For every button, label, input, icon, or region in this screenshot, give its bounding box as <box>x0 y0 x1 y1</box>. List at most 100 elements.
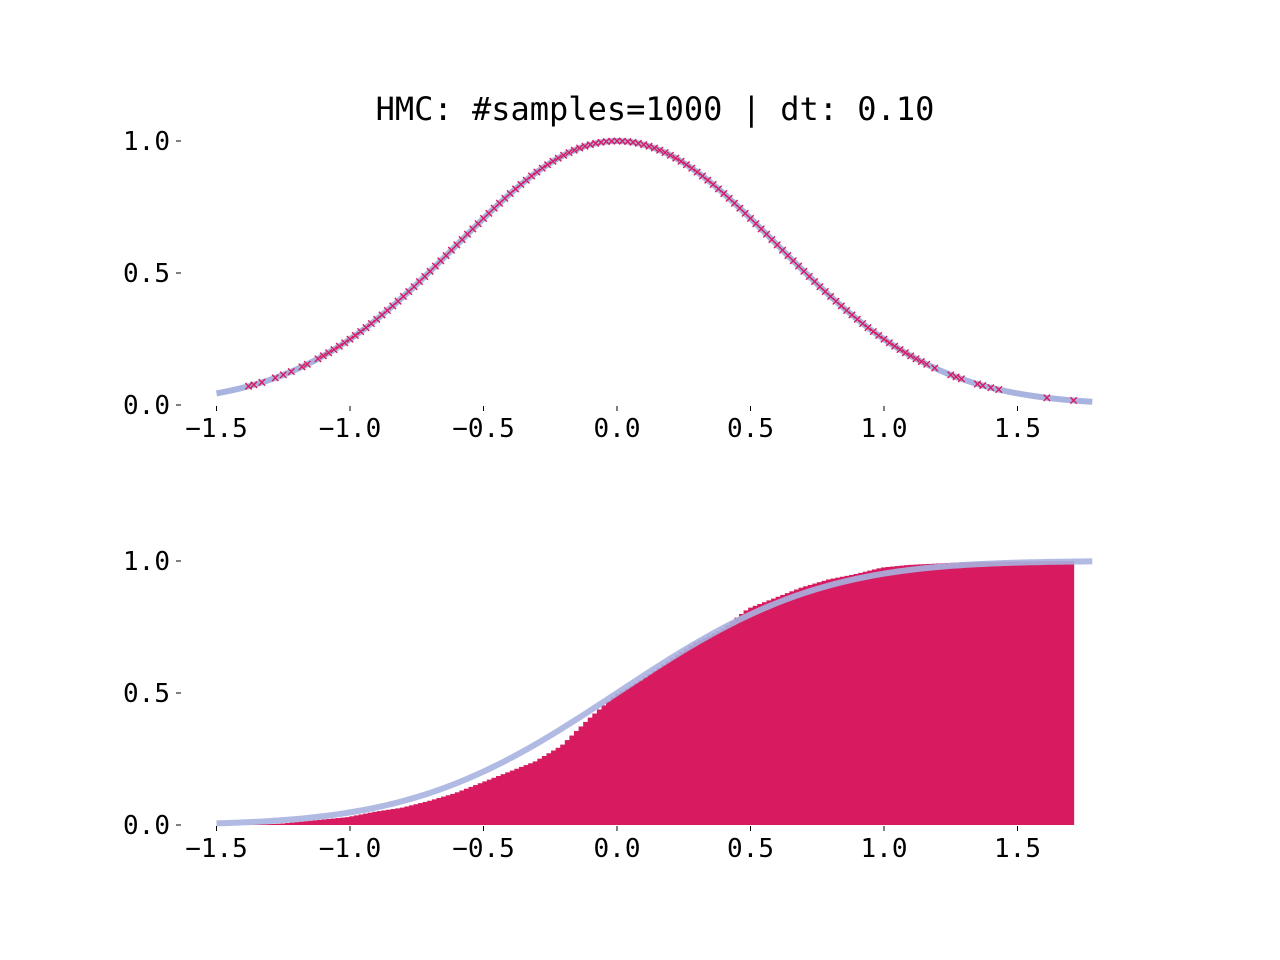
sample-point <box>575 144 584 152</box>
sample-point <box>896 345 904 354</box>
sample-point <box>373 315 381 323</box>
histogram-bar <box>404 806 410 825</box>
top-x-tick-label: 0.0 <box>594 414 641 444</box>
histogram-bar <box>335 818 341 825</box>
histogram-bar <box>505 772 511 825</box>
sample-point <box>650 144 659 152</box>
histogram-bar <box>583 721 589 825</box>
histogram-bar <box>862 571 868 825</box>
histogram-bar <box>564 740 570 825</box>
histogram-bar <box>757 604 763 825</box>
histogram-bar <box>587 717 593 825</box>
sample-point <box>931 364 939 372</box>
histogram-bar <box>780 594 786 825</box>
sample-point <box>527 172 536 180</box>
histogram-bar <box>560 744 566 825</box>
histogram-bar <box>491 777 497 825</box>
sample-point <box>538 164 546 172</box>
bottom-x-tick-label: 0.0 <box>594 834 641 864</box>
histogram-bar <box>537 758 543 825</box>
sample-point <box>586 140 594 149</box>
histogram-bar <box>523 765 529 825</box>
bottom-x-tick-label: −1.5 <box>185 834 248 864</box>
sample-point <box>303 360 311 368</box>
sample-point <box>672 154 680 162</box>
histogram-bar <box>931 563 937 825</box>
histogram-bar <box>468 786 474 825</box>
sample-point <box>517 180 525 189</box>
sample-point <box>768 235 776 244</box>
histogram-bar <box>321 819 328 825</box>
histogram-bar <box>894 566 900 825</box>
histogram-bar <box>280 823 286 825</box>
histogram-bar <box>702 638 708 825</box>
histogram-bar <box>738 614 745 825</box>
top-axes: −1.5 −1.0 −0.5 0.0 0.5 1.0 1.5 0.0 0.5 1.0 <box>123 127 1093 444</box>
histogram-bar <box>1050 561 1056 825</box>
histogram-bar <box>826 579 832 825</box>
histogram-bar <box>936 563 942 825</box>
histogram-bar <box>262 824 268 825</box>
sample-point <box>952 373 960 381</box>
sample-point <box>549 157 557 165</box>
histogram-bar <box>803 586 809 825</box>
sample-point <box>634 139 643 148</box>
sample-point <box>973 380 982 388</box>
sample-point <box>885 339 894 347</box>
histogram-bar <box>422 801 428 825</box>
sample-point <box>287 367 295 376</box>
sample-point <box>901 349 910 357</box>
sample-point <box>656 146 664 154</box>
chart-title: HMC: #samples=1000 | dt: 0.10 <box>376 90 935 128</box>
histogram-bar <box>871 569 878 825</box>
sample-point <box>351 331 360 340</box>
sample-point <box>340 339 349 347</box>
histogram-bar <box>665 661 671 825</box>
sample-point <box>330 345 338 354</box>
sample-point <box>447 246 456 254</box>
sample-point <box>522 176 530 184</box>
histogram-bar <box>496 775 502 825</box>
sample-point <box>250 381 258 389</box>
histogram-bar <box>821 580 827 825</box>
cdf-curve <box>216 558 1093 827</box>
sample-point <box>682 160 691 169</box>
histogram-bar <box>981 561 988 825</box>
sample-point <box>559 151 568 159</box>
histogram-bar <box>592 713 598 825</box>
sample-point <box>367 319 376 328</box>
histogram-bar <box>977 561 983 825</box>
histogram-bar <box>793 589 800 825</box>
histogram-bar <box>1018 561 1024 825</box>
sample-point <box>570 146 578 154</box>
top-y-tick-label: 0.0 <box>123 391 170 421</box>
histogram-bar <box>367 812 373 825</box>
histogram-bar <box>578 726 584 825</box>
histogram-bar <box>761 602 768 825</box>
sample-point <box>258 378 266 387</box>
histogram-bar <box>991 561 997 825</box>
histogram-bar <box>569 735 575 825</box>
histogram-bar <box>601 705 607 825</box>
histogram-bar <box>555 747 561 825</box>
bottom-x-tick-label: 0.5 <box>727 834 774 864</box>
histogram-bar <box>353 815 360 825</box>
sample-point <box>1043 394 1051 402</box>
histogram-bar <box>771 598 777 825</box>
histogram-bar <box>358 814 364 825</box>
bottom-y-tick-label: 0.5 <box>123 679 170 709</box>
histogram-bar <box>926 563 933 825</box>
histogram-bar <box>427 800 433 825</box>
sample-point <box>923 360 931 368</box>
histogram-bar <box>766 600 772 825</box>
sample-point <box>324 349 333 357</box>
sample-point <box>666 151 675 159</box>
histogram-bar <box>289 822 295 825</box>
histogram-bar <box>954 562 960 825</box>
histogram-bar <box>459 790 465 825</box>
histogram-bar <box>844 575 850 825</box>
histogram-bar <box>486 779 493 825</box>
histogram-bar <box>651 670 658 825</box>
histogram-bar <box>551 750 557 825</box>
histogram-bar <box>642 677 648 825</box>
